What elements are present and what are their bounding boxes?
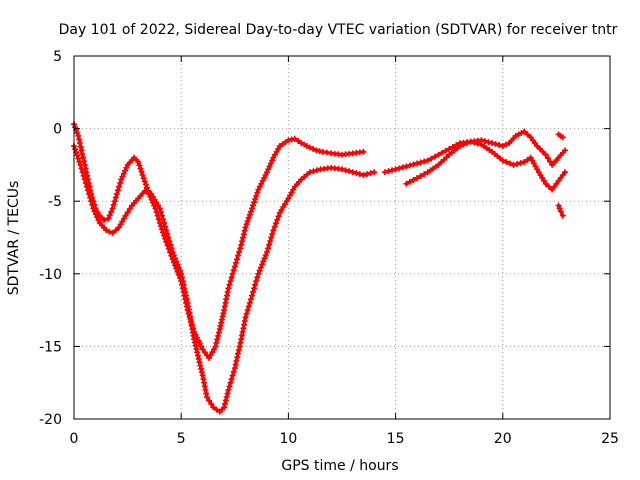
y-tick-label: 5 bbox=[53, 49, 62, 65]
series-track-c bbox=[381, 138, 568, 193]
x-tick-label: 20 bbox=[494, 431, 512, 447]
grid-lines bbox=[74, 56, 610, 419]
x-tick-label: 25 bbox=[601, 431, 619, 447]
y-tick-label: -5 bbox=[48, 194, 62, 210]
y-tick-label: -20 bbox=[39, 412, 62, 428]
plot-frame bbox=[73, 55, 611, 420]
y-tick-label: -15 bbox=[39, 339, 62, 355]
data-points bbox=[71, 121, 568, 415]
chart-title: Day 101 of 2022, Sidereal Day-to-day VTE… bbox=[59, 22, 618, 38]
x-tick-label: 10 bbox=[279, 431, 297, 447]
series-track-f bbox=[555, 131, 566, 141]
x-tick-label: 5 bbox=[177, 431, 186, 447]
series-track-a bbox=[71, 121, 367, 362]
series-track-d bbox=[403, 128, 568, 187]
x-tick-label: 0 bbox=[70, 431, 79, 447]
series-track-e bbox=[555, 202, 566, 219]
x-axis-label: GPS time / hours bbox=[281, 458, 398, 474]
y-axis-label: SDTVAR / TECUs bbox=[6, 181, 22, 296]
axis-ticks: 0 5 10 15 20 25 -20 -15 -10 -5 0 5 bbox=[39, 49, 619, 447]
series-track-b bbox=[71, 143, 378, 415]
y-tick-label: 0 bbox=[53, 122, 62, 138]
y-tick-label: -10 bbox=[39, 267, 62, 283]
x-tick-label: 15 bbox=[387, 431, 405, 447]
